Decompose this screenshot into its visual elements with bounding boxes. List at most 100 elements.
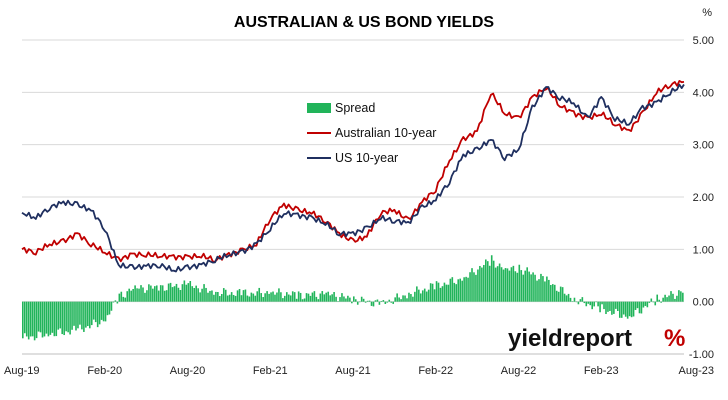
spread-bar xyxy=(561,287,564,302)
spread-bar xyxy=(364,301,367,303)
spread-bar xyxy=(280,292,282,302)
spread-bar xyxy=(416,286,418,302)
spread-bar xyxy=(297,291,300,302)
spread-bar xyxy=(382,300,385,302)
spread-bar xyxy=(362,298,365,302)
spread-bar xyxy=(425,291,428,302)
spread-bar xyxy=(563,293,566,302)
spread-bar xyxy=(615,301,617,309)
spread-bar xyxy=(159,285,162,302)
spread-bar xyxy=(57,301,60,330)
spread-bar xyxy=(569,297,572,302)
spread-bar xyxy=(595,301,597,303)
spread-bar xyxy=(479,265,481,302)
spread-bar xyxy=(423,288,426,302)
spread-bar xyxy=(114,300,117,302)
spread-bar xyxy=(459,278,461,302)
spread-bar xyxy=(85,301,87,328)
spread-bar xyxy=(618,301,621,318)
spread-bar xyxy=(55,301,58,337)
spread-bar xyxy=(325,292,328,302)
spread-bar xyxy=(272,291,274,302)
spread-bar xyxy=(195,285,197,302)
spread-bar xyxy=(37,301,40,332)
spread-bar xyxy=(274,294,276,302)
spread-bar xyxy=(388,299,391,302)
spread-bar xyxy=(394,297,396,302)
spread-bar xyxy=(311,292,314,302)
spread-bar xyxy=(406,298,408,302)
spread-bar xyxy=(555,290,558,302)
spread-bar xyxy=(400,299,402,302)
logo-wordmark: yieldreport xyxy=(508,325,632,352)
spread-bar xyxy=(392,301,395,304)
spread-bar xyxy=(510,267,513,302)
spread-bar xyxy=(475,274,477,302)
spread-bar xyxy=(179,290,182,302)
spread-bar xyxy=(183,280,186,302)
spread-bar xyxy=(518,264,521,302)
legend-label: Spread xyxy=(335,101,375,115)
us-10-year-line xyxy=(21,83,685,273)
spread-bar xyxy=(209,290,211,302)
spread-bar xyxy=(238,289,241,302)
spread-bar xyxy=(467,277,469,302)
spread-bar xyxy=(193,287,196,302)
spread-bar xyxy=(455,284,458,302)
spread-bar xyxy=(309,295,312,302)
spread-bar xyxy=(98,301,101,325)
spread-bar xyxy=(514,271,517,302)
spread-bar xyxy=(104,301,107,322)
spread-bar xyxy=(567,293,570,302)
spread-bar xyxy=(644,301,647,306)
legend: Spread Australian 10-year US 10-year xyxy=(307,101,436,165)
spread-bar xyxy=(463,277,465,302)
spread-bar xyxy=(672,293,674,302)
spread-bar xyxy=(652,301,655,303)
spread-bar xyxy=(315,296,318,302)
spread-bar xyxy=(130,290,132,302)
spread-bar xyxy=(286,292,288,302)
spread-bar xyxy=(260,293,262,302)
spread-bar xyxy=(506,268,509,302)
spread-bar xyxy=(230,292,233,302)
spread-bar xyxy=(524,270,527,302)
spread-bar xyxy=(341,293,343,302)
legend-label: Australian 10-year xyxy=(335,126,436,140)
y-tick-label: 4.00 xyxy=(693,87,714,99)
spread-bar xyxy=(437,282,440,302)
spread-bar xyxy=(228,294,231,302)
spread-bar xyxy=(284,295,286,302)
spread-bar xyxy=(217,291,219,302)
spread-bar xyxy=(22,301,24,339)
spread-bar xyxy=(390,301,393,303)
spread-bar xyxy=(244,289,247,302)
logo-percent-symbol: % xyxy=(664,325,685,352)
spread-bar xyxy=(23,301,26,334)
spread-bar xyxy=(169,282,172,302)
spread-bar xyxy=(427,289,430,302)
spread-bar xyxy=(553,284,556,302)
spread-bar xyxy=(575,301,578,303)
spread-bar xyxy=(53,301,56,337)
spread-bar xyxy=(116,301,119,304)
spread-bar xyxy=(138,288,140,302)
spread-bar xyxy=(337,301,339,302)
spread-bar xyxy=(201,288,203,302)
spread-bar xyxy=(175,283,178,302)
spread-bar xyxy=(658,299,660,302)
spread-bar xyxy=(622,301,625,315)
spread-bar xyxy=(449,278,452,302)
spread-bar xyxy=(199,292,201,302)
spread-bar xyxy=(461,280,463,302)
spread-bar xyxy=(157,290,160,302)
spread-bar xyxy=(471,268,473,302)
spread-bar xyxy=(597,301,599,307)
spread-bar xyxy=(402,295,404,302)
spread-bar xyxy=(404,295,406,302)
spread-bar xyxy=(323,294,326,302)
x-tick-label: Aug-22 xyxy=(501,365,536,377)
spread-bar xyxy=(551,284,554,302)
spread-bar xyxy=(559,286,562,302)
spread-bar xyxy=(483,264,485,302)
